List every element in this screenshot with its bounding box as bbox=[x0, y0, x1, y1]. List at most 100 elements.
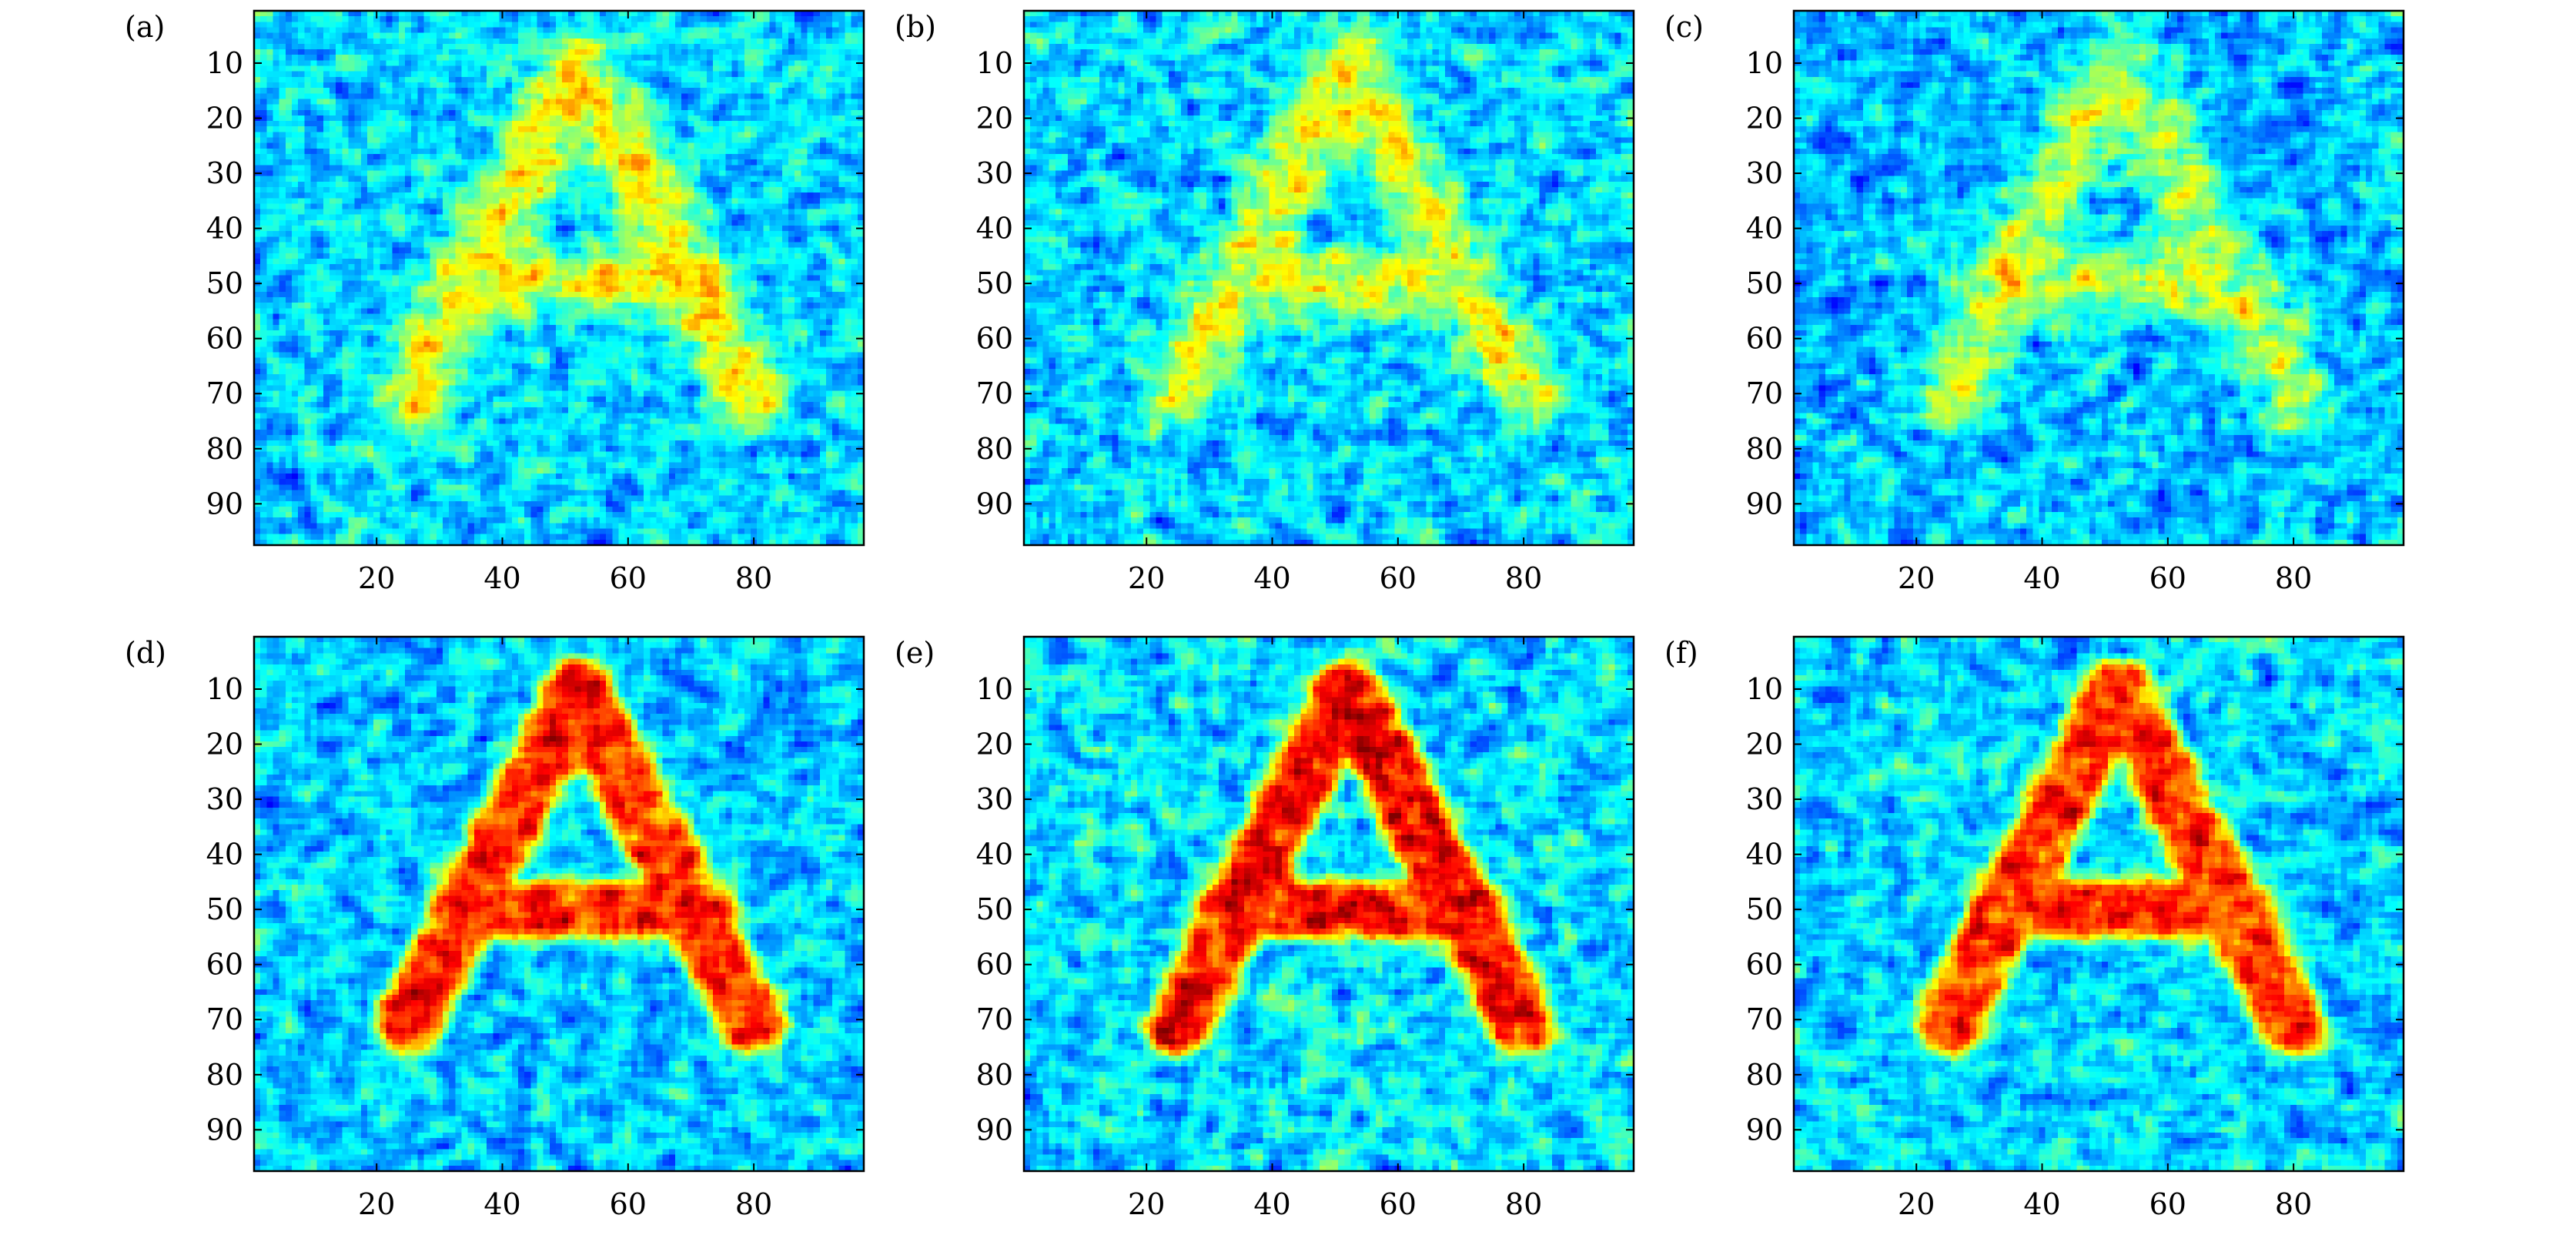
x-tick-label: 40 bbox=[1253, 561, 1290, 595]
y-tick-label: 70 bbox=[976, 1002, 1013, 1036]
y-tick-label: 70 bbox=[206, 1002, 243, 1036]
y-tick-label: 30 bbox=[1746, 156, 1783, 190]
x-tick-label: 20 bbox=[1128, 561, 1165, 595]
plot-frame bbox=[1022, 9, 1635, 547]
panel-label: (e) bbox=[895, 636, 935, 670]
panel-label: (b) bbox=[895, 10, 936, 44]
y-tick-label: 70 bbox=[206, 377, 243, 410]
x-tick-label: 80 bbox=[735, 1187, 772, 1221]
y-tick-label: 30 bbox=[206, 156, 243, 190]
y-tick-label: 60 bbox=[1746, 322, 1783, 356]
x-tick-label: 60 bbox=[610, 1187, 647, 1221]
heatmap-panel: 10 20 30 40 50 60 70 80 90 20 40 60 80 (a) bbox=[125, 9, 865, 595]
x-tick-label: 80 bbox=[2275, 1187, 2312, 1221]
x-tick-label: 20 bbox=[1128, 1187, 1165, 1221]
y-tick-label: 20 bbox=[1746, 102, 1783, 136]
y-tick-label: 90 bbox=[206, 1113, 243, 1146]
panel-label: (f) bbox=[1664, 636, 1698, 670]
y-tick-label: 80 bbox=[1746, 1058, 1783, 1092]
x-tick-label: 20 bbox=[1898, 561, 1935, 595]
x-tick-label: 40 bbox=[1253, 1187, 1290, 1221]
y-tick-label: 50 bbox=[976, 892, 1013, 926]
plot-frame bbox=[253, 635, 865, 1173]
y-tick-label: 70 bbox=[976, 377, 1013, 410]
y-tick-label: 80 bbox=[976, 432, 1013, 466]
y-tick-label: 60 bbox=[976, 948, 1013, 982]
y-tick-label: 20 bbox=[206, 102, 243, 136]
panel-label: (a) bbox=[125, 10, 165, 44]
y-tick-label: 70 bbox=[1746, 377, 1783, 410]
plot-frame bbox=[1022, 635, 1635, 1173]
x-tick-label: 60 bbox=[2149, 561, 2186, 595]
x-tick-label: 40 bbox=[2023, 561, 2060, 595]
y-tick-label: 20 bbox=[206, 728, 243, 761]
heatmap-image bbox=[254, 11, 864, 545]
y-tick-label: 40 bbox=[206, 838, 243, 872]
y-tick-label: 90 bbox=[976, 1113, 1013, 1146]
y-tick-label: 50 bbox=[206, 266, 243, 300]
heatmap-panel: 10 20 30 40 50 60 70 80 90 20 40 60 80 (d) bbox=[125, 635, 865, 1221]
panel-label: (d) bbox=[125, 636, 166, 670]
y-tick-label: 20 bbox=[976, 102, 1013, 136]
heatmap-panel: 10 20 30 40 50 60 70 80 90 20 40 60 80 (e) bbox=[895, 635, 1635, 1221]
plot-frame bbox=[1792, 9, 2405, 547]
y-tick-label: 30 bbox=[976, 782, 1013, 816]
heatmap-image bbox=[1024, 11, 1634, 545]
y-tick-label: 50 bbox=[206, 892, 243, 926]
y-tick-label: 80 bbox=[206, 1058, 243, 1092]
x-tick-label: 80 bbox=[2275, 561, 2312, 595]
x-tick-label: 60 bbox=[1380, 561, 1417, 595]
y-tick-label: 50 bbox=[1746, 892, 1783, 926]
x-tick-label: 60 bbox=[610, 561, 647, 595]
x-tick-label: 80 bbox=[1505, 1187, 1542, 1221]
y-tick-label: 40 bbox=[206, 212, 243, 246]
x-tick-label: 40 bbox=[483, 1187, 520, 1221]
y-tick-label: 90 bbox=[976, 487, 1013, 520]
x-tick-label: 60 bbox=[1380, 1187, 1417, 1221]
x-tick-label: 40 bbox=[2023, 1187, 2060, 1221]
y-tick-label: 30 bbox=[206, 782, 243, 816]
y-tick-label: 30 bbox=[1746, 782, 1783, 816]
y-tick-label: 60 bbox=[976, 322, 1013, 356]
y-tick-label: 30 bbox=[976, 156, 1013, 190]
y-tick-label: 20 bbox=[976, 728, 1013, 761]
y-tick-label: 20 bbox=[1746, 728, 1783, 761]
y-tick-label: 40 bbox=[1746, 838, 1783, 872]
x-tick-label: 60 bbox=[2149, 1187, 2186, 1221]
y-tick-label: 10 bbox=[1746, 46, 1783, 80]
y-tick-label: 80 bbox=[1746, 432, 1783, 466]
panel-label: (c) bbox=[1664, 10, 1704, 44]
y-tick-label: 80 bbox=[976, 1058, 1013, 1092]
x-tick-label: 20 bbox=[1898, 1187, 1935, 1221]
y-tick-label: 40 bbox=[976, 212, 1013, 246]
y-tick-label: 40 bbox=[976, 838, 1013, 872]
heatmap-image bbox=[1024, 637, 1634, 1171]
y-tick-label: 70 bbox=[1746, 1002, 1783, 1036]
y-tick-label: 90 bbox=[1746, 487, 1783, 520]
y-tick-label: 60 bbox=[1746, 948, 1783, 982]
heatmap-panel: 10 20 30 40 50 60 70 80 90 20 40 60 80 (b) bbox=[895, 9, 1635, 595]
y-tick-label: 80 bbox=[206, 432, 243, 466]
x-tick-label: 80 bbox=[735, 561, 772, 595]
x-tick-label: 20 bbox=[358, 561, 395, 595]
plot-frame bbox=[253, 9, 865, 547]
x-tick-label: 20 bbox=[358, 1187, 395, 1221]
y-tick-label: 40 bbox=[1746, 212, 1783, 246]
heatmap-image bbox=[1794, 637, 2404, 1171]
y-tick-label: 50 bbox=[976, 266, 1013, 300]
heatmap-image bbox=[254, 637, 864, 1171]
heatmap-panel: 10 20 30 40 50 60 70 80 90 20 40 60 80 (f) bbox=[1664, 635, 2405, 1221]
y-tick-label: 60 bbox=[206, 948, 243, 982]
y-tick-label: 10 bbox=[1746, 672, 1783, 706]
y-tick-label: 10 bbox=[976, 46, 1013, 80]
y-tick-label: 60 bbox=[206, 322, 243, 356]
x-tick-label: 40 bbox=[483, 561, 520, 595]
y-tick-label: 50 bbox=[1746, 266, 1783, 300]
y-tick-label: 90 bbox=[206, 487, 243, 520]
plot-frame bbox=[1792, 635, 2405, 1173]
x-tick-label: 80 bbox=[1505, 561, 1542, 595]
heatmap-image bbox=[1794, 11, 2404, 545]
y-tick-label: 10 bbox=[976, 672, 1013, 706]
heatmap-panel: 10 20 30 40 50 60 70 80 90 20 40 60 80 (c) bbox=[1664, 9, 2405, 595]
